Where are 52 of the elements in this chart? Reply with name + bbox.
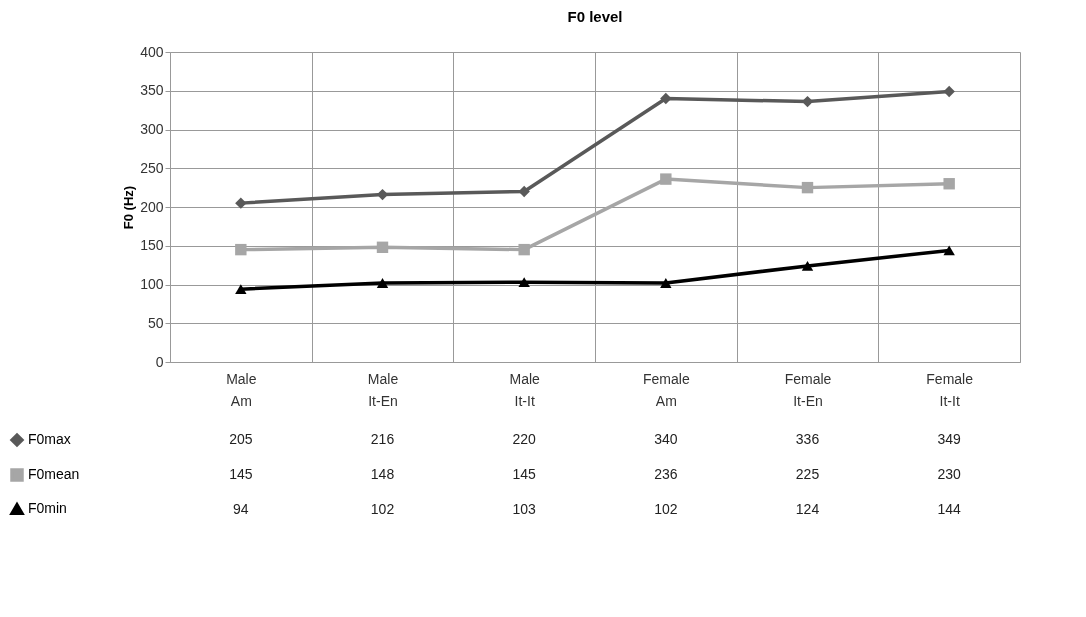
data-label: 220 xyxy=(512,431,537,447)
y-tick-label: 250 xyxy=(140,159,164,176)
y-tick-label: 150 xyxy=(140,237,164,254)
point xyxy=(801,181,814,194)
data-label: 124 xyxy=(795,501,820,517)
data-label: 349 xyxy=(937,431,962,447)
point xyxy=(518,277,530,288)
data-label: 230 xyxy=(937,466,962,482)
point xyxy=(660,278,672,288)
data-label: 225 xyxy=(795,466,820,482)
x-tick-label: Female Am xyxy=(642,370,690,409)
y-tick-label: 200 xyxy=(140,198,164,215)
point xyxy=(376,241,389,253)
data-label: 145 xyxy=(229,466,253,482)
y-tick-label: 0 xyxy=(155,353,164,370)
point xyxy=(943,178,955,190)
x-tick-label: Male It-En xyxy=(367,370,399,409)
legend-label: F0max xyxy=(28,431,71,447)
data-label: 144 xyxy=(937,501,962,517)
x-tick-label: Female It-En xyxy=(784,370,832,409)
y-tick-label: 50 xyxy=(147,314,164,331)
y-tick-label: 100 xyxy=(140,276,164,292)
y-tick-label: 400 xyxy=(140,43,164,60)
data-label: 205 xyxy=(229,431,253,447)
point xyxy=(943,245,955,256)
y-tick-label: 350 xyxy=(140,82,164,99)
legend-label: F0min xyxy=(28,500,67,516)
data-label: 148 xyxy=(370,466,395,482)
y-tick-label: 300 xyxy=(140,121,164,137)
point xyxy=(801,260,814,271)
point xyxy=(235,284,247,295)
point xyxy=(660,173,672,185)
data-label: 145 xyxy=(512,466,537,482)
x-tick-label: Male Am xyxy=(226,370,257,409)
point xyxy=(943,85,955,98)
chart-title: F0 level xyxy=(567,8,623,25)
y-axis-title: F0 (Hz) xyxy=(121,185,137,230)
data-label: 340 xyxy=(654,431,678,447)
point xyxy=(518,243,530,256)
legend-label: F0mean xyxy=(28,466,80,482)
data-label: 102 xyxy=(370,501,395,517)
point xyxy=(235,197,247,209)
data-label: 336 xyxy=(795,431,820,447)
point xyxy=(235,243,247,256)
x-tick-label: Female It-It xyxy=(926,370,974,409)
data-label: 216 xyxy=(370,431,395,447)
data-label: 103 xyxy=(512,501,537,517)
data-label: 102 xyxy=(654,501,678,517)
data-label: 236 xyxy=(654,466,678,482)
point xyxy=(376,278,389,288)
x-tick-label: Male It-It xyxy=(509,370,541,409)
data-label: 94 xyxy=(233,501,249,517)
